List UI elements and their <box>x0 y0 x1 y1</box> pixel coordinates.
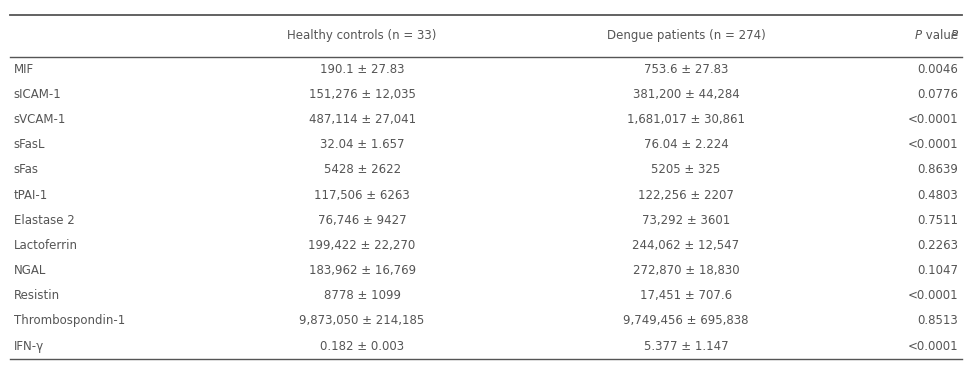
Text: 122,256 ± 2207: 122,256 ± 2207 <box>638 188 734 202</box>
Text: P: P <box>952 29 958 42</box>
Text: 272,870 ± 18,830: 272,870 ± 18,830 <box>632 264 739 277</box>
Text: sVCAM-1: sVCAM-1 <box>14 113 66 126</box>
Text: Dengue patients (n = 274): Dengue patients (n = 274) <box>606 29 765 42</box>
Text: 5205 ± 325: 5205 ± 325 <box>652 164 720 176</box>
Text: 0.4803: 0.4803 <box>918 188 958 202</box>
Text: 753.6 ± 27.83: 753.6 ± 27.83 <box>644 63 728 76</box>
Text: sFasL: sFasL <box>14 138 45 151</box>
Text: 76.04 ± 2.224: 76.04 ± 2.224 <box>644 138 728 151</box>
Text: sFas: sFas <box>14 164 39 176</box>
Text: 183,962 ± 16,769: 183,962 ± 16,769 <box>308 264 416 277</box>
Text: 1,681,017 ± 30,861: 1,681,017 ± 30,861 <box>627 113 745 126</box>
Text: sICAM-1: sICAM-1 <box>14 88 61 101</box>
Text: 9,873,050 ± 214,185: 9,873,050 ± 214,185 <box>300 314 425 328</box>
Text: tPAI-1: tPAI-1 <box>14 188 47 202</box>
Text: 0.1047: 0.1047 <box>918 264 958 277</box>
Text: 0.8513: 0.8513 <box>918 314 958 328</box>
Text: 73,292 ± 3601: 73,292 ± 3601 <box>642 214 730 227</box>
Text: 76,746 ± 9427: 76,746 ± 9427 <box>318 214 406 227</box>
Text: <0.0001: <0.0001 <box>908 340 958 352</box>
Text: 5.377 ± 1.147: 5.377 ± 1.147 <box>644 340 728 352</box>
Text: NGAL: NGAL <box>14 264 45 277</box>
Text: 190.1 ± 27.83: 190.1 ± 27.83 <box>320 63 404 76</box>
Text: 151,276 ± 12,035: 151,276 ± 12,035 <box>308 88 416 101</box>
Text: 0.7511: 0.7511 <box>918 214 958 227</box>
Text: 487,114 ± 27,041: 487,114 ± 27,041 <box>308 113 416 126</box>
Text: 199,422 ± 22,270: 199,422 ± 22,270 <box>308 239 416 252</box>
Text: Resistin: Resistin <box>14 289 60 302</box>
Text: value: value <box>923 29 958 42</box>
Text: P value: P value <box>915 29 958 42</box>
Text: 244,062 ± 12,547: 244,062 ± 12,547 <box>632 239 740 252</box>
Text: Thrombospondin-1: Thrombospondin-1 <box>14 314 125 328</box>
Text: <0.0001: <0.0001 <box>908 289 958 302</box>
Text: P: P <box>915 29 923 42</box>
Text: Elastase 2: Elastase 2 <box>14 214 74 227</box>
Text: Lactoferrin: Lactoferrin <box>14 239 77 252</box>
Text: Healthy controls (n = 33): Healthy controls (n = 33) <box>287 29 437 42</box>
Text: IFN-γ: IFN-γ <box>14 340 44 352</box>
Text: <0.0001: <0.0001 <box>908 138 958 151</box>
Text: 9,749,456 ± 695,838: 9,749,456 ± 695,838 <box>623 314 748 328</box>
Text: 381,200 ± 44,284: 381,200 ± 44,284 <box>632 88 740 101</box>
Text: 0.182 ± 0.003: 0.182 ± 0.003 <box>320 340 404 352</box>
Text: 0.2263: 0.2263 <box>918 239 958 252</box>
Text: MIF: MIF <box>14 63 34 76</box>
Text: 0.0776: 0.0776 <box>918 88 958 101</box>
Text: 32.04 ± 1.657: 32.04 ± 1.657 <box>320 138 404 151</box>
Text: 117,506 ± 6263: 117,506 ± 6263 <box>314 188 410 202</box>
Text: 8778 ± 1099: 8778 ± 1099 <box>324 289 400 302</box>
Text: 0.8639: 0.8639 <box>918 164 958 176</box>
Text: 17,451 ± 707.6: 17,451 ± 707.6 <box>640 289 732 302</box>
Text: <0.0001: <0.0001 <box>908 113 958 126</box>
Text: 0.0046: 0.0046 <box>918 63 958 76</box>
Text: 5428 ± 2622: 5428 ± 2622 <box>324 164 400 176</box>
